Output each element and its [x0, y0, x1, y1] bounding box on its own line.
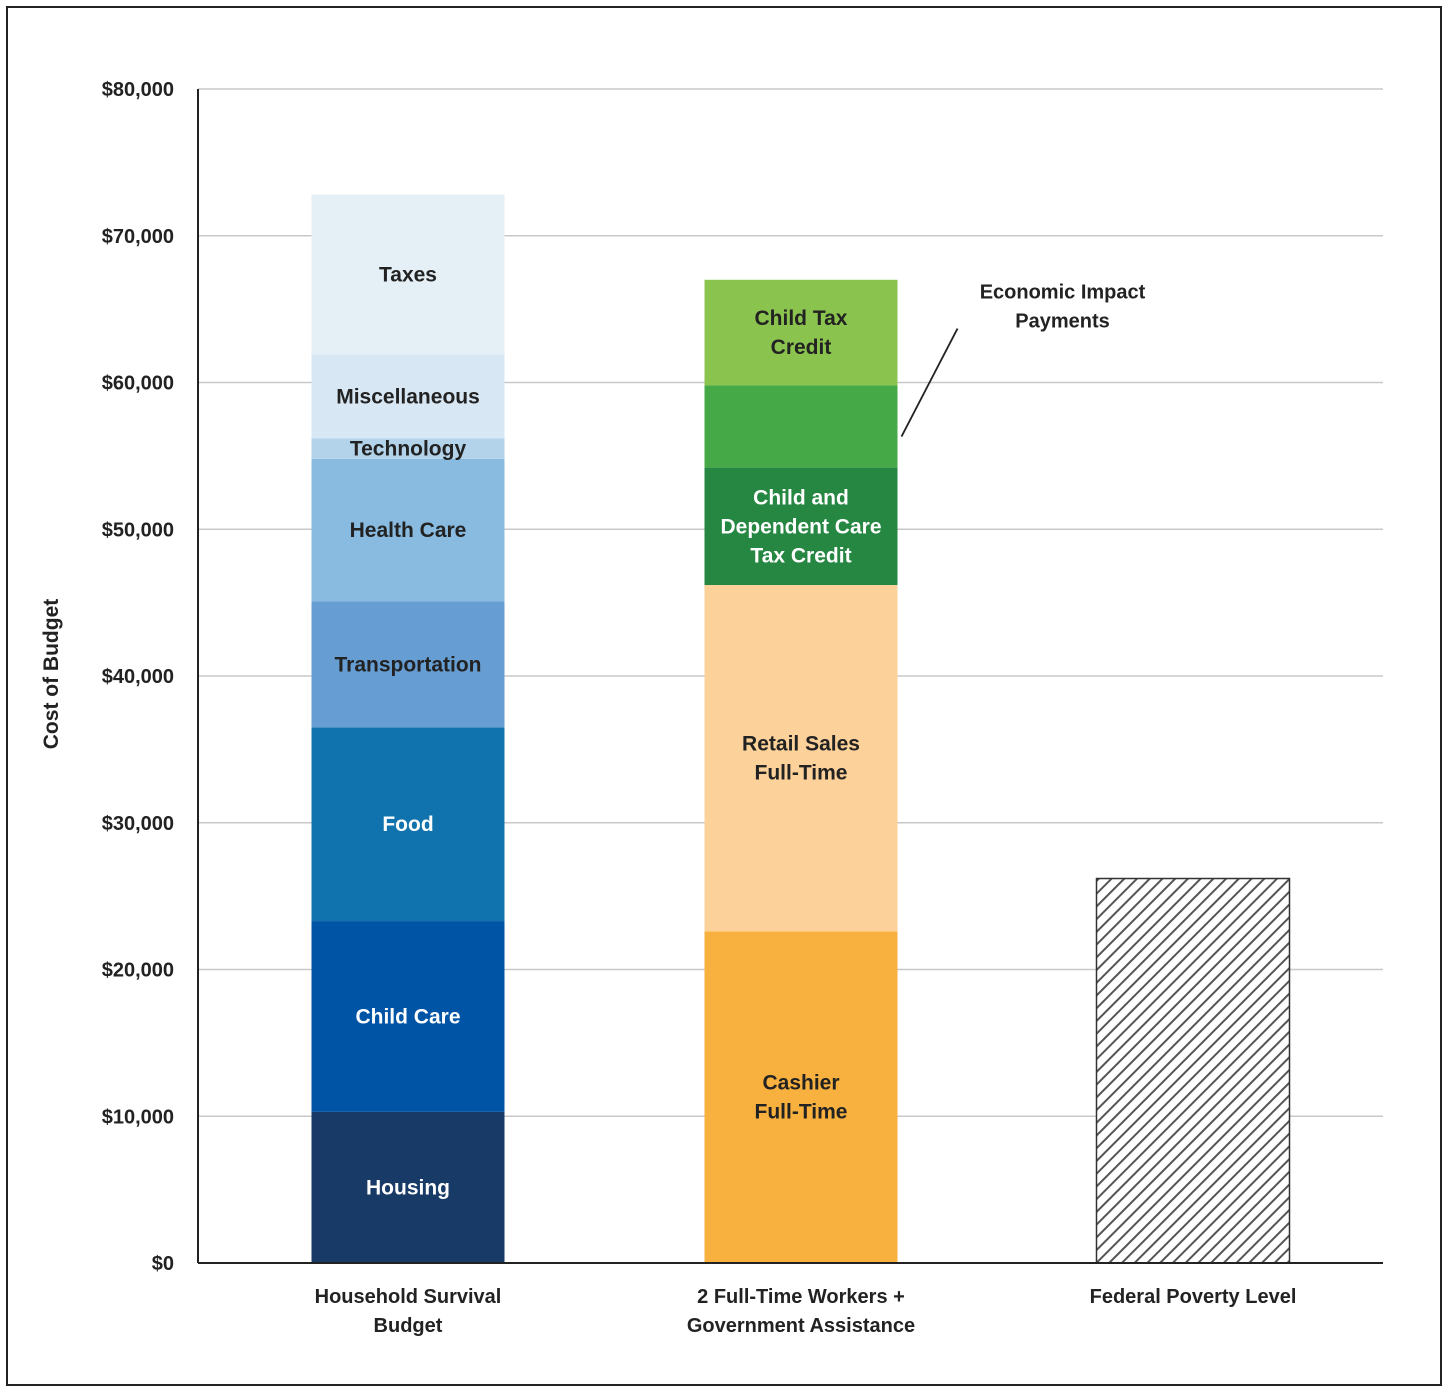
- segment-label-food: Food: [382, 813, 433, 836]
- annotation-economic-impact: Economic Impact Payments: [900, 282, 1146, 437]
- stacked-bar-chart: Housing Child Care Food Transportation Healt…: [40, 79, 1383, 1337]
- y-axis-label: Cost of Budget: [40, 599, 63, 749]
- segment-label-cashier-full-time: Cashier Full-Time: [755, 1072, 848, 1124]
- x-tick-label: 2 Full-Time Workers + Government Assistan…: [687, 1286, 915, 1337]
- segment-housing: [311, 1111, 505, 1263]
- chart-frame: Housing Child Care Food Transportation Healt…: [6, 6, 1442, 1386]
- segment-label-miscellaneous: Miscellaneous: [336, 385, 480, 408]
- segment-miscellaneous: [311, 354, 505, 439]
- y-tick-labels: $0 $10,000 $20,000 $30,000 $40,000 $50,000 $60…: [102, 79, 174, 1275]
- segment-label-retail-sales-full-time: Retail Sales Full-Time: [742, 733, 860, 785]
- annotation-leader-line: [900, 328, 959, 437]
- bar-2-full-time-workers-government-assistance: Cashier Full-Time Retail Sales Full-Time Chi…: [704, 279, 898, 1263]
- y-tick-label: $0: [152, 1253, 174, 1275]
- x-category-labels: Household Survival Budget 2 Full-Time Work…: [315, 1286, 1297, 1337]
- segment-child-and-dependent-care-tax-credit: [704, 467, 898, 586]
- bar-federal-poverty-level: [1095, 877, 1291, 1264]
- x-tick-label: Household Survival Budget: [315, 1286, 502, 1337]
- segment-label-technology: Technology: [350, 438, 467, 461]
- segment-label-child-care: Child Care: [355, 1005, 460, 1028]
- segment-transportation: [311, 601, 505, 728]
- y-tick-label: $70,000: [102, 226, 174, 248]
- segment-label-taxes: Taxes: [379, 264, 437, 287]
- segment-label-child-and-dependent-care-tax-credit: Child and Dependent Care Tax Credit: [720, 486, 881, 567]
- bars: Housing Child Care Food Transportation Healt…: [311, 194, 1291, 1264]
- segment-label-housing: Housing: [366, 1176, 450, 1199]
- segment-retail-sales-full-time: [704, 585, 898, 932]
- segment-taxes: [311, 194, 505, 355]
- y-tick-label: $10,000: [102, 1106, 174, 1128]
- y-tick-label: $50,000: [102, 519, 174, 541]
- axes: [197, 89, 1383, 1264]
- segment-economic-impact-payments: [704, 385, 898, 468]
- y-tick-label: $30,000: [102, 813, 174, 835]
- segment-label-transportation: Transportation: [334, 653, 481, 676]
- segment-label-child-tax-credit: Child Tax Credit: [755, 307, 848, 359]
- segment-label-health-care: Health Care: [350, 519, 467, 542]
- segment-child-tax-credit: [704, 279, 898, 386]
- segment-technology: [311, 438, 505, 459]
- segment-child-care: [311, 921, 505, 1112]
- segment-food: [311, 727, 505, 922]
- segment-health-care: [311, 458, 505, 602]
- y-tick-label: $60,000: [102, 373, 174, 395]
- segment-federal-poverty-level: [1095, 877, 1291, 1264]
- y-tick-label: $40,000: [102, 666, 174, 688]
- x-tick-label: Federal Poverty Level: [1090, 1286, 1297, 1308]
- annotation-label: Economic Impact Payments: [980, 282, 1146, 333]
- segment-cashier-full-time: [704, 931, 898, 1263]
- bar-household-survival-budget: Housing Child Care Food Transportation Healt…: [311, 194, 505, 1263]
- y-tick-label: $20,000: [102, 960, 174, 982]
- y-tick-label: $80,000: [102, 79, 174, 101]
